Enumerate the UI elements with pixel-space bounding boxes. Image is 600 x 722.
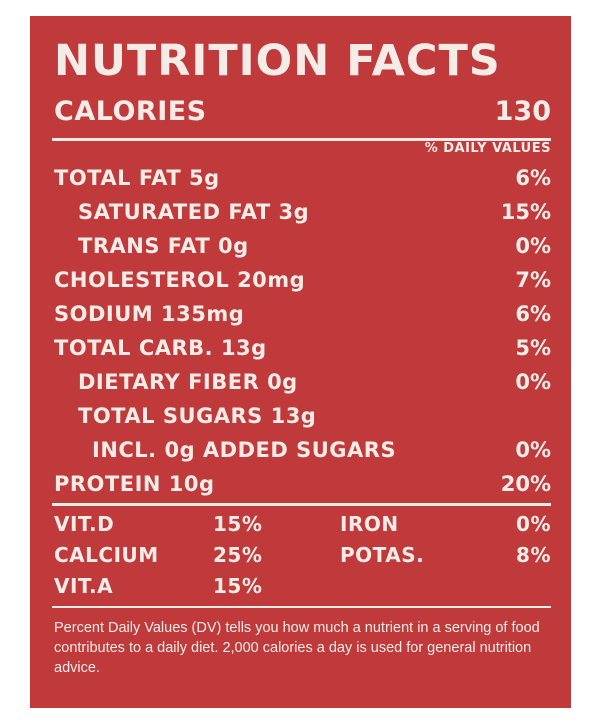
nutrient-row: TRANS FAT 0g 0% [54,234,551,264]
nutrient-label: SODIUM 135mg [54,302,245,326]
nutrient-dv: 20% [500,472,551,496]
nutrient-dv: 7% [515,268,551,292]
vitamin-dv: 15% [213,512,263,536]
nutrient-dv: 0% [515,438,551,462]
nutrient-dv: 6% [515,166,551,190]
vitamin-label: CALCIUM [54,543,159,567]
nutrient-label: TOTAL CARB. 13g [54,336,267,360]
footnote: Percent Daily Values (DV) tells you how … [54,620,540,676]
vitamin-label: VIT.D [54,512,115,536]
divider [52,606,551,608]
nutrient-label: TOTAL SUGARS 13g [78,404,317,428]
nutrient-row: DIETARY FIBER 0g 0% [54,370,551,400]
nutrient-row: TOTAL CARB. 13g 5% [54,336,551,366]
calories-label: CALORIES [54,96,207,127]
calories-value: 130 [494,96,551,127]
vitamin-label: VIT.A [54,574,114,598]
nutrient-row: PROTEIN 10g 20% [54,472,551,502]
mineral-label: POTAS. [340,543,425,567]
vitamin-dv: 15% [213,574,263,598]
nutrient-dv: 0% [515,234,551,258]
nutrient-dv: 15% [500,200,551,224]
mineral-label: IRON [340,512,399,536]
nutrient-label: DIETARY FIBER 0g [78,370,298,394]
nutrient-label: TOTAL FAT 5g [54,166,220,190]
daily-values-header: % DAILY VALUES [424,141,551,156]
nutrient-row: SODIUM 135mg 6% [54,302,551,332]
nutrient-row: SATURATED FAT 3g 15% [54,200,551,230]
calories-row: CALORIES 130 [54,96,551,136]
nutrient-dv: 0% [515,370,551,394]
panel-title: NUTRITION FACTS [54,36,501,86]
vitamin-dv: 25% [213,543,263,567]
nutrient-label: TRANS FAT 0g [78,234,249,258]
nutrient-row: INCL. 0g ADDED SUGARS 0% [54,438,551,468]
nutrient-label: PROTEIN 10g [54,472,215,496]
mineral-dv: 8% [516,543,551,567]
mineral-dv: 0% [516,512,551,536]
nutrient-label: INCL. 0g ADDED SUGARS [92,438,397,462]
nutrient-row: TOTAL SUGARS 13g [54,404,551,434]
divider [52,138,551,141]
nutrient-label: CHOLESTEROL 20mg [54,268,306,292]
nutrient-label: SATURATED FAT 3g [78,200,310,224]
nutrient-dv: 6% [515,302,551,326]
divider [52,503,551,506]
nutrient-row: CHOLESTEROL 20mg 7% [54,268,551,298]
nutrient-row: TOTAL FAT 5g 6% [54,166,551,196]
nutrition-facts-panel: NUTRITION FACTS CALORIES 130 % DAILY VAL… [30,16,571,708]
nutrient-dv: 5% [515,336,551,360]
